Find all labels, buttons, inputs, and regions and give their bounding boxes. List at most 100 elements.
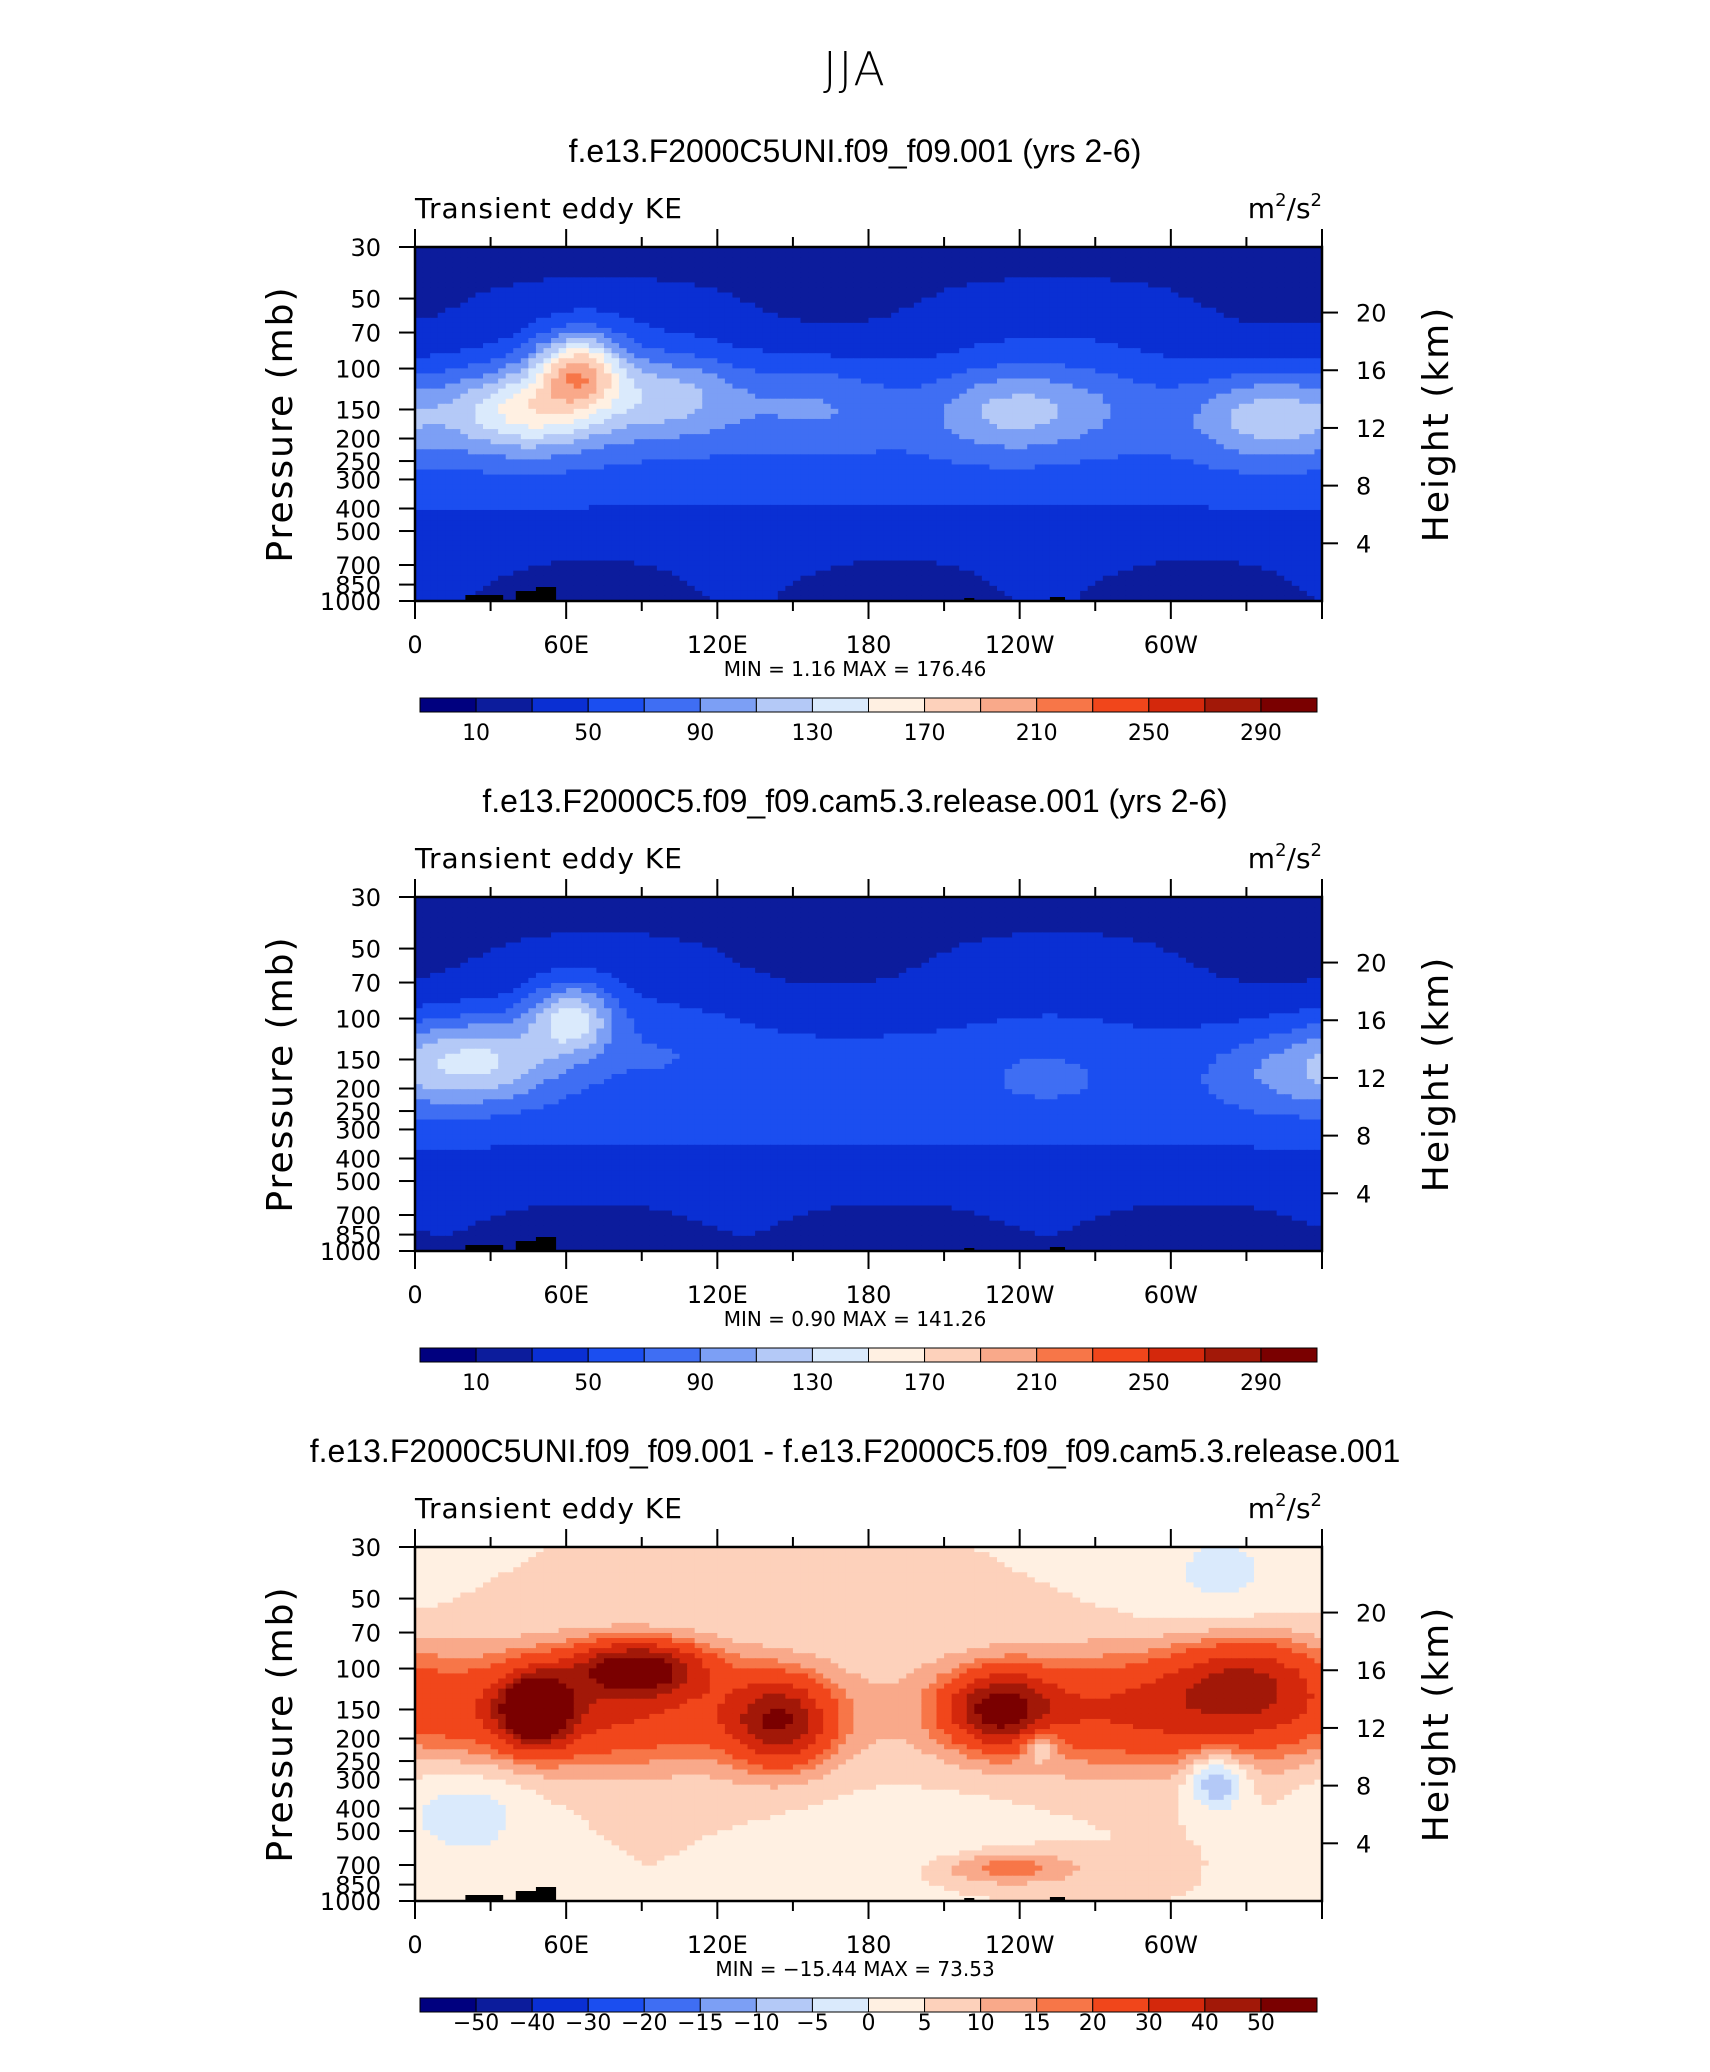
- field-cell: [1307, 378, 1315, 384]
- field-cell: [800, 414, 808, 420]
- field-cell: [959, 409, 967, 415]
- field-cell: [468, 313, 476, 319]
- field-cell: [823, 363, 831, 369]
- field-cell: [1065, 409, 1073, 415]
- field-cell: [634, 378, 642, 384]
- field-cell: [967, 373, 975, 379]
- field-cell: [891, 318, 899, 324]
- field-cell: [952, 308, 960, 314]
- field-cell: [740, 262, 748, 268]
- field-cell: [1246, 298, 1254, 304]
- field-cell: [1095, 378, 1103, 384]
- field-cell: [475, 252, 483, 258]
- field-cell: [1163, 282, 1171, 288]
- field-cell: [1080, 384, 1088, 390]
- field-cell: [974, 298, 982, 304]
- field-cell: [937, 409, 945, 415]
- field-cell: [785, 293, 793, 299]
- field-cell: [1080, 257, 1088, 263]
- field-cell: [1299, 404, 1307, 410]
- field-cell: [740, 384, 748, 390]
- field-cell: [1307, 272, 1315, 278]
- field-cell: [1020, 272, 1028, 278]
- field-cell: [823, 333, 831, 339]
- field-cell: [1088, 373, 1096, 379]
- field-cell: [952, 414, 960, 420]
- field-cell: [1035, 272, 1043, 278]
- field-cell: [997, 358, 1005, 364]
- field-cell: [1103, 257, 1111, 263]
- field-cell: [551, 429, 559, 435]
- field-cell: [717, 439, 725, 445]
- field-cell: [483, 333, 491, 339]
- field-cell: [1095, 389, 1103, 395]
- field-cell: [491, 414, 499, 420]
- field-cell: [649, 257, 657, 263]
- field-cell: [853, 384, 861, 390]
- field-cell: [1186, 394, 1194, 400]
- field-cell: [1035, 444, 1043, 450]
- field-cell: [445, 419, 453, 425]
- field-cell: [944, 267, 952, 273]
- field-cell: [438, 323, 446, 329]
- field-cell: [536, 303, 544, 309]
- field-cell: [1194, 303, 1202, 309]
- field-cell: [831, 333, 839, 339]
- field-cell: [1292, 378, 1300, 384]
- field-cell: [634, 262, 642, 268]
- field-cell: [997, 389, 1005, 395]
- field-cell: [982, 333, 990, 339]
- field-cell: [831, 277, 839, 283]
- field-cell: [491, 328, 499, 334]
- field-cell: [740, 394, 748, 400]
- field-cell: [664, 399, 672, 405]
- field-cell: [687, 384, 695, 390]
- field-cell: [1209, 429, 1217, 435]
- field-cell: [740, 404, 748, 410]
- field-cell: [1163, 394, 1171, 400]
- field-cell: [1073, 272, 1081, 278]
- field-cell: [672, 444, 680, 450]
- field-cell: [982, 394, 990, 400]
- field-cell: [914, 323, 922, 329]
- field-cell: [491, 343, 499, 349]
- field-cell: [1194, 439, 1202, 445]
- field-cell: [1095, 267, 1103, 273]
- field-cell: [1239, 358, 1247, 364]
- field-cell: [1156, 293, 1164, 299]
- field-cell: [869, 409, 877, 415]
- field-cell: [763, 373, 771, 379]
- field-cell: [1110, 384, 1118, 390]
- field-cell: [664, 373, 672, 379]
- field-cell: [672, 257, 680, 263]
- field-cell: [1307, 414, 1315, 420]
- field-cell: [1246, 449, 1254, 455]
- field-cell: [430, 262, 438, 268]
- field-cell: [1269, 282, 1277, 288]
- field-cell: [1299, 394, 1307, 400]
- field-cell: [468, 343, 476, 349]
- field-cell: [1156, 272, 1164, 278]
- field-cell: [1133, 404, 1141, 410]
- field-cell: [937, 262, 945, 268]
- field-cell: [748, 252, 756, 258]
- field-cell: [1171, 384, 1179, 390]
- field-cell: [1171, 318, 1179, 324]
- field-cell: [627, 282, 635, 288]
- field-cell: [899, 353, 907, 359]
- field-cell: [876, 257, 884, 263]
- field-cell: [959, 363, 967, 369]
- field-cell: [1156, 429, 1164, 435]
- field-cell: [1171, 277, 1179, 283]
- field-cell: [861, 358, 869, 364]
- field-cell: [1148, 449, 1156, 455]
- field-cell: [1307, 389, 1315, 395]
- field-cell: [1125, 389, 1133, 395]
- field-cell: [1118, 449, 1126, 455]
- field-cell: [785, 378, 793, 384]
- field-cell: [725, 404, 733, 410]
- field-cell: [1231, 389, 1239, 395]
- field-cell: [997, 363, 1005, 369]
- field-cell: [1224, 298, 1232, 304]
- field-cell: [1005, 303, 1013, 309]
